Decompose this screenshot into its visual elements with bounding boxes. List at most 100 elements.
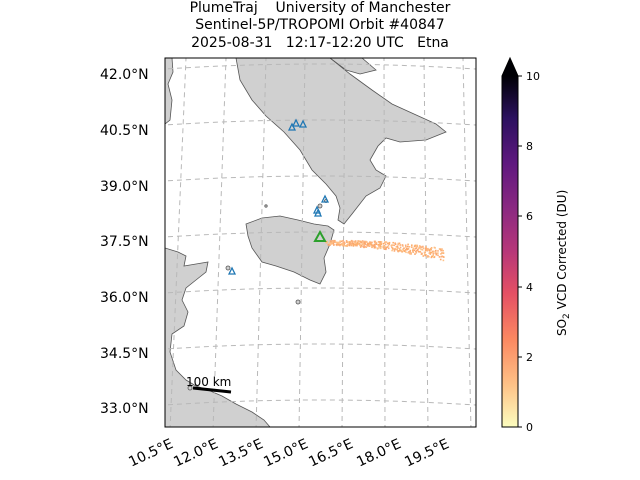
so2-plume-pixel	[423, 251, 426, 254]
so2-plume-pixel	[347, 241, 349, 243]
colorbar-label: SO2 VCD Corrected (DU)	[555, 190, 572, 336]
scale-bar-line	[192, 386, 232, 394]
so2-plume-pixel	[392, 248, 394, 250]
volcano-marker	[287, 122, 297, 131]
lon-labels: 10.5°E 12.0°E 13.5°E 15.0°E 16.5°E 18.0°…	[126, 436, 451, 470]
so2-plume-pixel	[375, 243, 378, 245]
so2-plume-pixel	[328, 242, 331, 244]
so2-plume-pixel	[377, 244, 380, 246]
so2-plume-pixel	[403, 247, 405, 249]
so2-plume-pixel	[432, 254, 435, 257]
so2-plume-pixel	[333, 240, 336, 242]
so2-plume-pixel	[394, 243, 397, 245]
gridline-lon-18	[383, 58, 386, 427]
so2-plume-pixel	[431, 250, 434, 253]
so2-plume-pixel	[414, 247, 417, 250]
so2-plume-pixel	[354, 241, 357, 244]
so2-plume-pixel	[418, 247, 420, 250]
so2-plume-pixel	[417, 250, 420, 253]
land-malta	[295, 299, 301, 305]
so2-plume-pixel	[433, 250, 435, 253]
so2-plume-pixel	[368, 245, 371, 247]
lat-label-36: 36.0°N	[100, 290, 149, 306]
so2-plume-pixel	[342, 243, 345, 246]
so2-plume-pixel	[427, 247, 429, 250]
so2-plume-pixel	[385, 246, 388, 249]
so2-plume-pixel	[387, 247, 390, 250]
so2-plume-pixel	[421, 249, 424, 251]
so2-plume-pixel	[412, 250, 414, 253]
so2-plume-pixel	[397, 243, 399, 246]
lat-label-40.5: 40.5°N	[100, 123, 149, 139]
so2-plume-pixel	[356, 244, 358, 247]
so2-plume-pixel	[362, 241, 364, 244]
so2-plume-pixel	[425, 248, 428, 250]
so2-plume-pixel	[398, 248, 401, 250]
so2-plume-pixel	[427, 249, 430, 251]
so2-plume-pixel	[437, 250, 439, 252]
so2-plume	[325, 239, 445, 262]
so2-plume-pixel	[414, 253, 416, 255]
so2-plume-pixel	[359, 246, 362, 248]
so2-plume-pixel	[334, 241, 336, 243]
so2-plume-pixel	[433, 256, 436, 258]
land-gargano	[329, 58, 377, 75]
so2-plume-pixel	[384, 245, 386, 248]
so2-plume-pixel	[429, 253, 432, 255]
so2-plume-pixel	[422, 247, 425, 249]
so2-plume-pixel	[442, 249, 444, 252]
target-volcano-marker-etna	[313, 229, 327, 242]
so2-plume-pixel	[408, 252, 410, 254]
so2-plume-pixel	[331, 240, 334, 242]
so2-plume-pixel	[401, 249, 403, 252]
so2-plume-pixel	[390, 244, 393, 247]
so2-plume-pixel	[442, 259, 445, 262]
so2-plume-pixel	[373, 240, 376, 243]
so2-plume-pixel	[435, 252, 437, 255]
so2-plume-pixel	[373, 246, 376, 248]
so2-plume-pixel	[432, 253, 435, 255]
so2-plume-pixel	[435, 249, 437, 252]
so2-plume-pixel	[333, 244, 335, 246]
so2-plume-pixel	[422, 245, 424, 248]
so2-plume-pixel	[409, 249, 412, 252]
so2-plume-pixel	[420, 248, 422, 251]
so2-plume-pixel	[339, 244, 341, 247]
so2-plume-pixel	[358, 243, 361, 246]
so2-plume-pixel	[415, 244, 418, 247]
so2-plume-pixel	[428, 249, 431, 252]
so2-plume-pixel	[421, 252, 423, 255]
so2-plume-pixel	[350, 240, 352, 243]
so2-plume-pixel	[424, 247, 427, 250]
so2-plume-pixel	[348, 243, 351, 245]
so2-plume-pixel	[356, 243, 358, 246]
colorbar-tick-0: 0	[526, 421, 533, 434]
so2-plume-pixel	[331, 241, 333, 243]
so2-plume-pixel	[395, 245, 398, 248]
so2-plume-pixel	[396, 246, 399, 248]
so2-plume-pixel	[393, 244, 396, 247]
so2-plume-pixel	[353, 244, 355, 246]
so2-plume-pixel	[382, 247, 385, 250]
so2-plume-pixel	[344, 245, 347, 247]
so2-plume-pixel	[345, 241, 348, 243]
so2-plume-pixel	[350, 239, 353, 242]
so2-plume-pixel	[396, 247, 399, 249]
gridline-lon-15	[298, 58, 306, 427]
so2-plume-pixel	[346, 244, 349, 247]
so2-plume-pixel	[369, 242, 371, 244]
lat-label-42: 42.0°N	[100, 67, 149, 83]
so2-plume-pixel	[434, 247, 436, 249]
so2-plume-pixel	[378, 241, 380, 243]
so2-plume-pixel	[430, 251, 432, 254]
lon-label-16.5: 16.5°E	[306, 436, 355, 470]
so2-plume-pixel	[435, 253, 438, 256]
so2-plume-pixel	[335, 241, 338, 244]
scale-bar-label: 100 km	[186, 375, 231, 389]
title-line-1: PlumeTraj University of Manchester	[189, 0, 451, 16]
gridline-lon-13.5	[255, 58, 267, 427]
so2-plume-pixel	[339, 240, 341, 242]
so2-plume-pixel	[405, 246, 407, 248]
so2-plume-pixel	[415, 247, 418, 249]
